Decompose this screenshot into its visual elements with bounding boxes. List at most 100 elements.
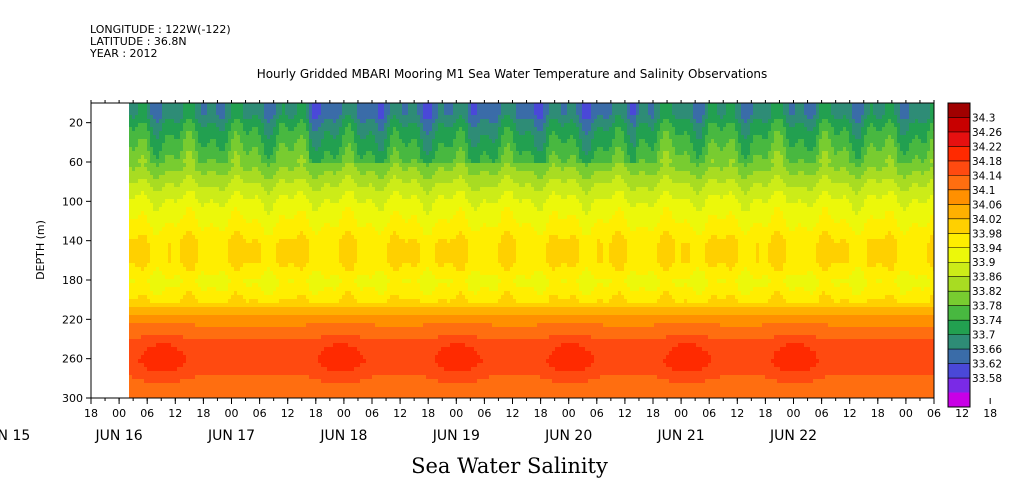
heatmap-cell [285,179,289,184]
heatmap-cell [162,223,166,228]
heatmap-cell [132,103,136,108]
heatmap-cell [225,103,229,108]
heatmap-cell [282,115,286,120]
heatmap-cell [132,243,136,248]
heatmap-cell [186,211,190,216]
heatmap-cell [219,343,223,348]
heatmap-cell [315,367,319,372]
heatmap-cell [138,215,142,220]
heatmap-cell [249,303,253,308]
heatmap-cell [300,379,304,384]
heatmap-cell [159,275,163,280]
heatmap-cell [303,207,307,212]
heatmap-cell [183,159,187,164]
heatmap-cell [135,295,139,300]
heatmap-cell [240,311,244,316]
heatmap-cell [327,171,331,176]
heatmap-cell [324,179,328,184]
heatmap-cell [204,219,208,224]
heatmap-cell [225,327,229,332]
heatmap-cell [165,335,169,340]
heatmap-cell [312,227,316,232]
heatmap-cell [264,395,268,398]
heatmap-cell [177,163,181,168]
heatmap-cell [180,111,184,116]
heatmap-cell [177,171,181,176]
heatmap-cell [198,347,202,352]
heatmap-cell [288,227,292,232]
heatmap-cell [312,339,316,344]
heatmap-cell [174,167,178,172]
heatmap-cell [207,183,211,188]
heatmap-cell [315,239,319,244]
heatmap-cell [177,323,181,328]
heatmap-cell [195,327,199,332]
heatmap-cell [288,139,292,144]
heatmap-cell [207,387,211,392]
heatmap-cell [234,199,238,204]
heatmap-cell [150,127,154,132]
heatmap-cell [132,375,136,380]
heatmap-cell [294,327,298,332]
heatmap-cell [291,135,295,140]
heatmap-cell [213,343,217,348]
heatmap-cell [276,243,280,248]
heatmap-cell [183,335,187,340]
heatmap-cell [231,139,235,144]
heatmap-cell [186,243,190,248]
heatmap-cell [216,151,220,156]
heatmap-cell [192,199,196,204]
heatmap-cell [144,387,148,392]
heatmap-cell [132,143,136,148]
heatmap-cell [186,227,190,232]
heatmap-cell [285,103,289,108]
heatmap-cell [189,311,193,316]
heatmap-cell [267,259,271,264]
heatmap-cell [135,311,139,316]
heatmap-cell [168,255,172,260]
heatmap-cell [204,127,208,132]
heatmap-cell [234,379,238,384]
heatmap-cell [195,147,199,152]
heatmap-cell [318,319,322,324]
heatmap-cell [306,139,310,144]
heatmap-cell [201,259,205,264]
heatmap-cell [321,395,325,398]
heatmap-cell [258,275,262,280]
heatmap-cell [219,191,223,196]
heatmap-cell [189,127,193,132]
heatmap-cell [135,111,139,116]
heatmap-cell [228,363,232,368]
heatmap-cell [153,151,157,156]
heatmap-cell [174,347,178,352]
heatmap-cell [291,251,295,256]
heatmap-cell [321,139,325,144]
heatmap-cell [174,239,178,244]
heatmap-cell [132,347,136,352]
heatmap-cell [243,155,247,160]
heatmap-cell [141,331,145,336]
heatmap-cell [222,351,226,356]
heatmap-cell [168,311,172,316]
heatmap-cell [264,123,268,128]
heatmap-cell [321,363,325,368]
heatmap-cell [174,215,178,220]
heatmap-cell [324,203,328,208]
heatmap-cell [213,271,217,276]
heatmap-cell [198,191,202,196]
heatmap-cell [201,179,205,184]
heatmap-cell [309,163,313,168]
heatmap-cell [291,199,295,204]
heatmap-cell [168,383,172,388]
heatmap-cell [318,331,322,336]
heatmap-cell [267,171,271,176]
heatmap-cell [135,275,139,280]
heatmap-cell [282,151,286,156]
heatmap-cell [204,343,208,348]
heatmap-cell [300,167,304,172]
heatmap-cell [189,155,193,160]
heatmap-cell [258,255,262,260]
heatmap-cell [324,343,328,348]
heatmap-cell [246,139,250,144]
heatmap-cell [243,139,247,144]
